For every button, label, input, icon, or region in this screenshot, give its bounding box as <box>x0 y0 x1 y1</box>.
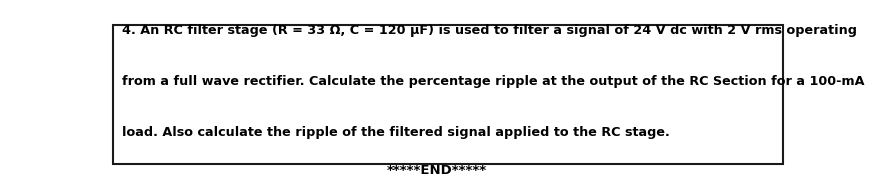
Text: from a full wave rectifier. Calculate the percentage ripple at the output of the: from a full wave rectifier. Calculate th… <box>122 75 865 88</box>
Text: 4. An RC filter stage (R = 33 Ω, C = 120 μF) is used to filter a signal of 24 V : 4. An RC filter stage (R = 33 Ω, C = 120… <box>122 24 857 37</box>
Text: *****END*****: *****END***** <box>387 164 487 177</box>
Text: load. Also calculate the ripple of the filtered signal applied to the RC stage.: load. Also calculate the ripple of the f… <box>122 126 670 139</box>
